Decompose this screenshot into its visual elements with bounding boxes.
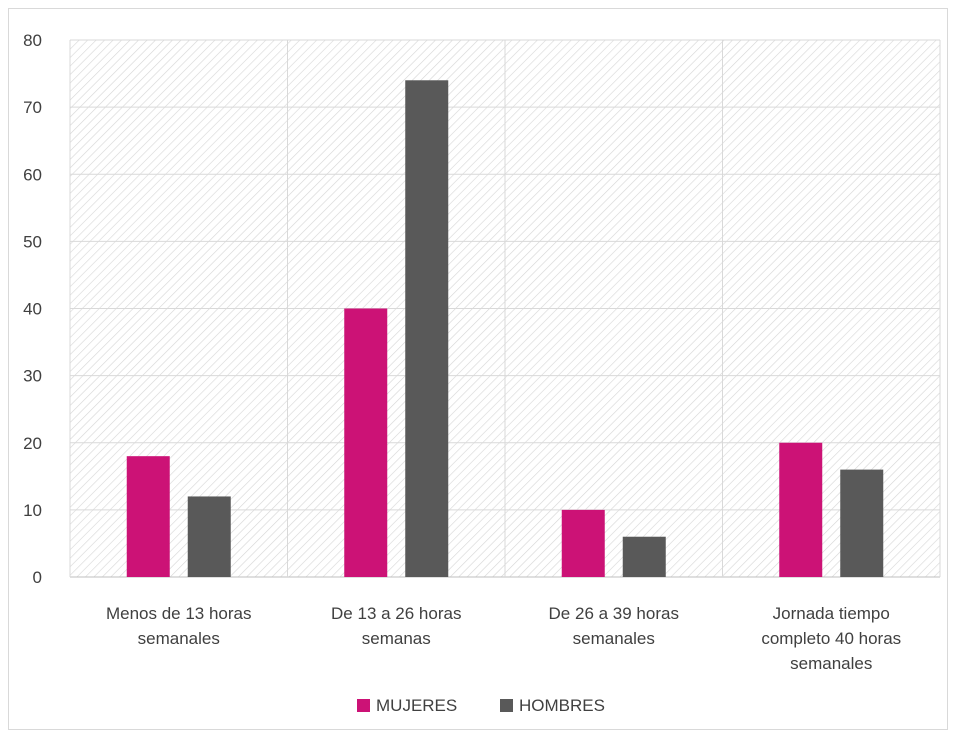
x-tick-label: Jornada tiempo: [773, 604, 890, 623]
x-tick-label: semanales: [790, 654, 872, 673]
x-tick-label: semanales: [138, 629, 220, 648]
y-tick-label: 10: [23, 501, 42, 520]
bar-hombres: [622, 536, 666, 577]
x-axis-labels: Menos de 13 horas semanales De 13 a 26 hor…: [106, 604, 901, 673]
y-tick-label: 70: [23, 98, 42, 117]
y-tick-label: 40: [23, 300, 42, 319]
y-tick-label: 0: [33, 568, 42, 587]
bar-hombres: [405, 80, 449, 578]
bar-mujeres: [561, 509, 605, 577]
y-tick-label: 20: [23, 434, 42, 453]
legend: MUJERES HOMBRES: [357, 696, 605, 715]
x-tick-label: semanales: [573, 629, 655, 648]
bar-mujeres: [126, 456, 170, 577]
legend-label-mujeres: MUJERES: [376, 696, 457, 715]
legend-swatch-hombres: [500, 699, 513, 712]
bar-hombres: [187, 496, 231, 577]
y-axis-ticks: 0 10 20 30 40 50 60 70 80: [23, 31, 42, 587]
bars: [126, 80, 884, 578]
y-tick-label: 80: [23, 31, 42, 50]
x-tick-label: De 26 a 39 horas: [549, 604, 679, 623]
x-tick-label: completo 40 horas: [761, 629, 901, 648]
y-tick-label: 50: [23, 232, 42, 251]
bar-hombres: [840, 469, 884, 577]
x-tick-label: De 13 a 26 horas: [331, 604, 461, 623]
x-tick-label: Menos de 13 horas: [106, 604, 252, 623]
y-tick-label: 60: [23, 165, 42, 184]
x-tick-label: semanas: [362, 629, 431, 648]
bar-mujeres: [779, 442, 823, 577]
bar-mujeres: [344, 308, 388, 577]
y-tick-label: 30: [23, 367, 42, 386]
legend-label-hombres: HOMBRES: [519, 696, 605, 715]
legend-swatch-mujeres: [357, 699, 370, 712]
